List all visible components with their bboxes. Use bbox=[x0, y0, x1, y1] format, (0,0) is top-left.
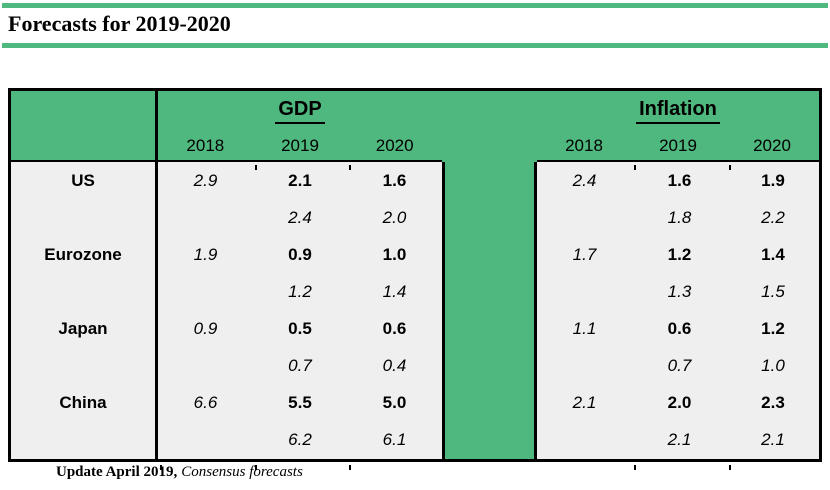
border-tick bbox=[349, 465, 351, 470]
page-title: Forecasts for 2019-2020 bbox=[8, 11, 231, 36]
table-cell: 5.0 bbox=[347, 384, 442, 422]
source-note-source: Consensus forecasts bbox=[181, 464, 303, 480]
border-tick bbox=[255, 465, 257, 470]
table-cell: 1.0 bbox=[347, 236, 442, 274]
table-cell: 1.5 bbox=[727, 273, 819, 311]
header-separator-cell bbox=[442, 91, 537, 162]
table-cell: 6.1 bbox=[347, 421, 442, 459]
row-label-empty bbox=[11, 273, 158, 311]
border-tick bbox=[729, 465, 731, 470]
row-label-empty bbox=[11, 347, 158, 385]
table-cell bbox=[158, 421, 253, 459]
gdp-year-2020: 2020 bbox=[375, 136, 414, 155]
table-cell: 0.4 bbox=[347, 347, 442, 385]
table-cell: 0.7 bbox=[632, 347, 727, 385]
table-cell: 1.2 bbox=[253, 273, 347, 311]
row-label-japan: Japan bbox=[11, 310, 158, 348]
table-cell: 2.4 bbox=[253, 199, 347, 237]
row-label-empty bbox=[11, 421, 158, 459]
table-cell bbox=[537, 199, 632, 237]
table-cell: 1.0 bbox=[727, 347, 819, 385]
inflation-year-2019: 2019 bbox=[659, 136, 697, 155]
table-cell bbox=[537, 347, 632, 385]
border-tick bbox=[349, 165, 351, 170]
table-cell: 1.1 bbox=[537, 310, 632, 348]
table-cell: 6.6 bbox=[158, 384, 253, 422]
forecast-table: GDP 2018 2019 2020 Inflation 2018 2019 2… bbox=[8, 88, 822, 470]
table-cell: 2.0 bbox=[632, 384, 727, 422]
border-tick bbox=[160, 465, 162, 470]
border-tick bbox=[255, 165, 257, 170]
inflation-year-headers: 2018 2019 2020 bbox=[537, 136, 819, 160]
border-tick bbox=[634, 465, 636, 470]
table-cell bbox=[158, 199, 253, 237]
table-cell: 1.4 bbox=[347, 273, 442, 311]
section-separator-column bbox=[442, 162, 537, 459]
table-cell: 2.2 bbox=[727, 199, 819, 237]
title-underline-divider bbox=[2, 43, 828, 48]
table-cell: 5.5 bbox=[253, 384, 347, 422]
row-label-empty bbox=[11, 199, 158, 237]
table-cell: 1.3 bbox=[632, 273, 727, 311]
table-cell: 1.9 bbox=[727, 162, 819, 200]
table-cell: 1.7 bbox=[537, 236, 632, 274]
table-cell: 1.4 bbox=[727, 236, 819, 274]
table-cell: 1.2 bbox=[632, 236, 727, 274]
table-cell bbox=[537, 421, 632, 459]
table-cell: 0.5 bbox=[253, 310, 347, 348]
table-cell: 1.8 bbox=[632, 199, 727, 237]
source-note: Update April 2019, Consensus forecasts bbox=[56, 464, 303, 481]
table-cell bbox=[537, 273, 632, 311]
gdp-section-title: GDP bbox=[158, 98, 442, 124]
table-cell: 1.2 bbox=[727, 310, 819, 348]
row-label-china: China bbox=[11, 384, 158, 422]
gdp-year-2019: 2019 bbox=[281, 136, 319, 155]
table-cell: 2.0 bbox=[347, 199, 442, 237]
table-cell bbox=[158, 273, 253, 311]
inflation-year-2018: 2018 bbox=[565, 136, 603, 155]
table-cell: 0.6 bbox=[347, 310, 442, 348]
gdp-year-2018: 2018 bbox=[186, 136, 225, 155]
source-note-date: Update April 2019, bbox=[56, 464, 178, 480]
table-cell: 1.6 bbox=[347, 162, 442, 200]
inflation-section-header: Inflation 2018 2019 2020 bbox=[537, 91, 819, 162]
table-cell: 2.3 bbox=[727, 384, 819, 422]
table-cell: 2.1 bbox=[727, 421, 819, 459]
border-tick bbox=[634, 165, 636, 170]
border-tick bbox=[729, 165, 731, 170]
header-corner-cell bbox=[11, 91, 158, 162]
inflation-section-title: Inflation bbox=[537, 98, 819, 124]
row-label-us: US bbox=[11, 162, 158, 200]
table-cell: 0.9 bbox=[253, 236, 347, 274]
row-label-eurozone: Eurozone bbox=[11, 236, 158, 274]
table-cell: 0.7 bbox=[253, 347, 347, 385]
gdp-section-header: GDP 2018 2019 2020 bbox=[158, 91, 442, 162]
table-cell: 0.9 bbox=[158, 310, 253, 348]
table-cell: 2.9 bbox=[158, 162, 253, 200]
table-cell: 1.9 bbox=[158, 236, 253, 274]
inflation-year-2020: 2020 bbox=[753, 136, 791, 155]
table-cell: 2.1 bbox=[253, 162, 347, 200]
table-cell: 2.4 bbox=[537, 162, 632, 200]
table-cell: 6.2 bbox=[253, 421, 347, 459]
table-cell: 0.6 bbox=[632, 310, 727, 348]
table-cell: 1.6 bbox=[632, 162, 727, 200]
gdp-year-headers: 2018 2019 2020 bbox=[158, 136, 442, 160]
table-cell: 2.1 bbox=[537, 384, 632, 422]
top-divider-line bbox=[2, 3, 828, 8]
table-cell bbox=[158, 347, 253, 385]
table-cell: 2.1 bbox=[632, 421, 727, 459]
